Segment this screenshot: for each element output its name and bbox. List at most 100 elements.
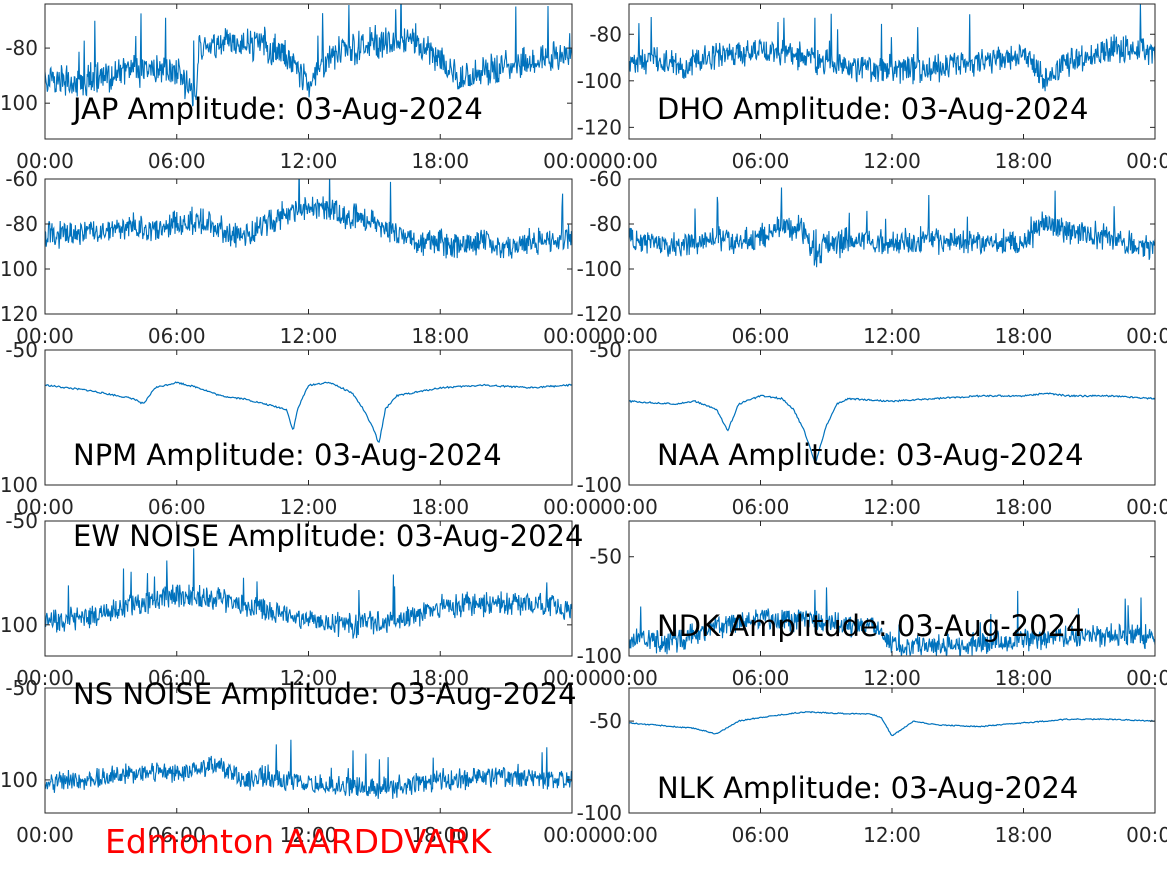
x-tick-label: 00:00 [543,324,601,348]
y-tick-label: -60 [589,167,622,191]
x-tick-label: 18:00 [411,666,469,690]
x-tick-label: 00:00 [1126,666,1167,690]
y-tick-label: -100 [577,69,622,93]
x-tick-label: 12:00 [280,324,338,348]
y-tick-label: -100 [577,257,622,281]
y-tick-label: 100 [0,473,38,497]
panel-title: DHO Amplitude: 03-Aug-2024 [657,92,1088,126]
y-tick-label: 120 [0,302,38,326]
x-tick-label: 06:00 [148,823,206,847]
x-tick-label: 18:00 [995,149,1053,173]
footer-label: Edmonton AARDDVARK [105,822,493,861]
x-tick-label: 00:00 [16,149,74,173]
y-tick-label: 100 [0,613,38,637]
series-line [629,392,1155,464]
y-tick-label: -60 [5,167,38,191]
panel-8: 00:00 06:00 12:00 18:00 00:00 100 -50 NS NOISE … [0,676,601,847]
panel-title: NLK Amplitude: 03-Aug-2024 [657,771,1078,805]
x-tick-label: 06:00 [148,495,206,519]
plot-area [45,350,572,485]
x-tick-label: 06:00 [148,324,206,348]
y-tick-label: -100 [577,644,622,668]
y-tick-label: -50 [589,545,622,569]
plot-area [45,688,572,813]
x-tick-label: 18:00 [995,324,1053,348]
series-line [45,381,572,443]
x-tick-label: 12:00 [280,823,338,847]
x-tick-label: 18:00 [995,823,1053,847]
x-tick-label: 00:00 [600,324,658,348]
x-tick-label: 00:00 [543,666,601,690]
x-tick-label: 00:00 [1126,495,1167,519]
x-tick-label: 18:00 [411,823,469,847]
x-tick-label: 18:00 [411,495,469,519]
x-tick-label: 00:00 [600,823,658,847]
y-tick-label: -100 [577,801,622,825]
x-tick-label: 00:00 [1126,823,1167,847]
x-tick-label: 06:00 [732,324,790,348]
x-tick-label: 00:00 [600,666,658,690]
x-tick-label: 00:00 [543,823,601,847]
x-tick-label: 12:00 [863,149,921,173]
x-tick-label: 06:00 [148,149,206,173]
panel-title: JAP Amplitude: 03-Aug-2024 [71,92,483,126]
x-tick-label: 00:00 [543,149,601,173]
y-tick-label: -80 [5,212,38,236]
panel-title: NS NOISE Amplitude: 03-Aug-2024 [73,677,577,711]
panel-title: NPM Amplitude: 03-Aug-2024 [73,438,502,472]
x-tick-label: 12:00 [863,823,921,847]
x-tick-label: 12:00 [280,149,338,173]
x-tick-label: 06:00 [732,823,790,847]
y-tick-label: -50 [589,338,622,362]
x-tick-label: 12:00 [280,495,338,519]
x-tick-label: 00:00 [1126,324,1167,348]
panel-6: 00:00 06:00 12:00 18:00 00:00 100 -50 EW NOISE … [0,509,601,690]
y-tick-label: -50 [5,676,38,700]
x-tick-label: 00:00 [600,495,658,519]
y-tick-label: -120 [577,302,622,326]
series-line [629,187,1155,268]
y-tick-label: -50 [589,709,622,733]
y-tick-label: 100 [0,768,38,792]
y-tick-label: 100 [0,91,38,115]
x-tick-label: 00:00 [16,666,74,690]
x-tick-label: 18:00 [411,324,469,348]
x-tick-label: 00:00 [16,823,74,847]
panel-1: 00:00 06:00 12:00 18:00 00:00 -120 -100 -80 DHO … [577,3,1167,173]
x-tick-label: 18:00 [995,666,1053,690]
x-tick-label: 00:00 [1126,149,1167,173]
y-tick-label: -80 [589,22,622,46]
panel-title: NDK Amplitude: 03-Aug-2024 [657,609,1084,643]
plot-area [629,688,1155,813]
x-tick-label: 06:00 [732,149,790,173]
series-line [45,739,572,799]
plot-area [629,521,1155,656]
y-tick-label: 100 [0,257,38,281]
panel-title: NAA Amplitude: 03-Aug-2024 [657,438,1084,472]
x-tick-label: 06:00 [732,495,790,519]
series-line [629,710,1155,737]
x-tick-label: 12:00 [863,666,921,690]
series-line [629,587,1155,656]
y-tick-label: -50 [5,509,38,533]
y-tick-label: -50 [5,338,38,362]
series-line [629,4,1155,92]
x-tick-label: 00:00 [600,149,658,173]
panel-0: 00:00 06:00 12:00 18:00 00:00 100 -80 JAP Ampli… [0,3,601,173]
x-tick-label: 00:00 [16,495,74,519]
y-tick-label: -80 [589,212,622,236]
x-tick-label: 00:00 [543,495,601,519]
x-tick-label: 06:00 [732,666,790,690]
x-tick-label: 18:00 [995,495,1053,519]
x-tick-label: 12:00 [863,324,921,348]
x-tick-label: 12:00 [280,666,338,690]
x-tick-label: 12:00 [863,495,921,519]
panel-title: EW NOISE Amplitude: 03-Aug-2024 [73,519,583,553]
y-tick-label: -100 [577,473,622,497]
